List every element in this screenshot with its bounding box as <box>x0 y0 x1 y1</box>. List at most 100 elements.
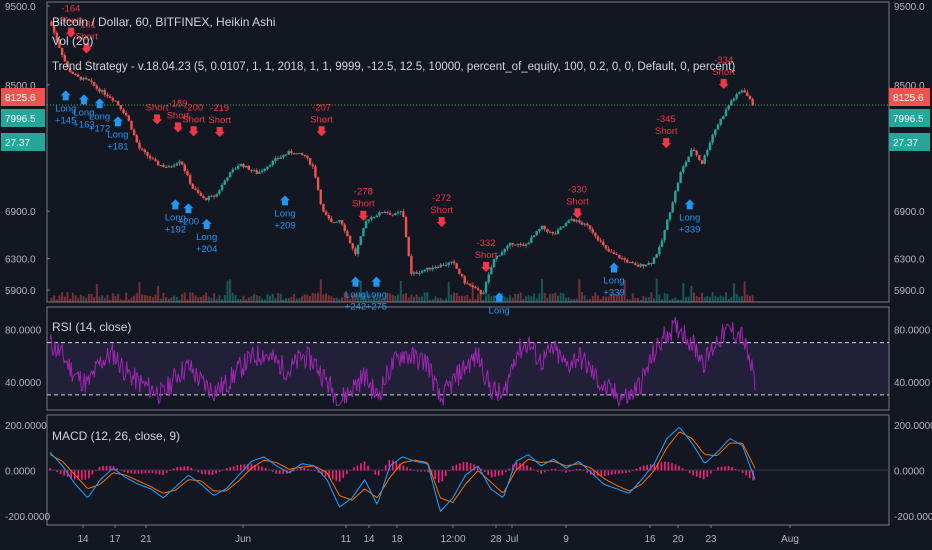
candle-body <box>324 211 328 215</box>
volume-bar <box>551 293 554 302</box>
candle-body <box>455 263 458 269</box>
price-tick-left: 5900.0 <box>5 286 36 297</box>
candle-body <box>474 286 477 289</box>
candle-body <box>410 256 413 274</box>
macd-label: MACD (12, 26, close, 9) <box>52 429 180 443</box>
macd-histogram-bar <box>745 470 747 476</box>
candle-body <box>466 283 469 285</box>
candle-body <box>572 219 576 222</box>
macd-histogram-bar <box>243 464 246 471</box>
candle-body <box>551 231 554 234</box>
candle-body <box>316 177 320 190</box>
volume-bar <box>346 292 349 302</box>
price-pane[interactable]: -164Short-181ShortLong+145Long+163Long+1… <box>46 1 890 316</box>
candle-body <box>532 235 536 238</box>
candle-body <box>530 237 533 243</box>
macd-tick-left: 0.0000 <box>5 467 36 478</box>
volume-bar <box>666 293 669 302</box>
candle-body <box>375 215 378 218</box>
macd-histogram-bar <box>416 470 419 472</box>
macd-histogram-bar <box>444 470 447 477</box>
time-axis[interactable]: 14 17 21 Jun 11 14 18 12:00 28 Jul 9 16 20 23 Aug <box>77 525 799 545</box>
macd-pane[interactable]: MACD (12, 26, close, 9) <box>46 414 890 526</box>
volume-bar <box>589 298 592 302</box>
long-arrow-icon <box>350 276 361 287</box>
candle-body <box>412 272 416 274</box>
chart-title: Bitcoin / Dollar, 60, BITFINEX, Heikin A… <box>52 15 275 29</box>
rsi-tick-left: 40.0000 <box>5 378 42 389</box>
macd-tick-right: 0.0000 <box>894 467 925 478</box>
macd-histogram-bar <box>187 465 189 471</box>
candle-body <box>292 153 296 155</box>
volume-bar <box>407 297 410 302</box>
candle-body <box>378 212 381 216</box>
volume-bar <box>519 292 522 302</box>
candle-body <box>276 158 280 160</box>
volume-bar <box>250 296 253 302</box>
rsi-pane[interactable]: RSI (14, close) <box>46 306 890 411</box>
volume-bar <box>237 298 240 302</box>
candle-body <box>274 158 277 161</box>
right-price-axis[interactable]: 9500.0 8500.0 6900.0 6300.0 5900.0 80.0000 40.… <box>894 2 932 523</box>
volume-bar <box>287 298 290 302</box>
volume-bar <box>714 296 717 302</box>
macd-histogram-bar <box>512 464 514 471</box>
volume-bar <box>274 298 277 302</box>
macd-histogram-bar <box>130 470 133 474</box>
candle-body <box>154 159 157 162</box>
volume-bar <box>690 285 693 302</box>
volume-bar <box>141 294 144 302</box>
volume-bar <box>567 297 570 302</box>
long-signal-label: +209 <box>274 220 295 231</box>
candle-body <box>130 120 133 130</box>
macd-histogram-bar <box>441 470 444 482</box>
macd-histogram-bar <box>699 470 702 479</box>
volume-bar <box>199 296 202 302</box>
short-arrow-icon <box>316 126 327 137</box>
volume-bar <box>711 292 714 302</box>
candle-body <box>247 165 250 170</box>
short-signal-label: Short <box>75 31 98 42</box>
volume-bar <box>125 292 128 302</box>
macd-histogram-bar <box>264 467 267 471</box>
volume-bar <box>511 298 514 302</box>
price-badge-left-value: 7996.5 <box>5 114 36 125</box>
volume-bar <box>423 292 426 302</box>
volume-bar <box>517 294 520 302</box>
macd-histogram-bar <box>611 470 613 475</box>
macd-histogram-bar <box>254 464 256 471</box>
volume-bar <box>269 295 272 302</box>
volume-bar <box>103 297 106 302</box>
macd-histogram-bar <box>232 466 235 471</box>
long-arrow-icon <box>170 199 181 210</box>
macd-histogram-bar <box>70 470 73 479</box>
macd-histogram-bar <box>370 470 373 471</box>
volume-bar <box>506 297 509 302</box>
volume-bar <box>386 293 389 302</box>
left-price-axis[interactable]: 9500.0 8500.0 6900.0 6300.0 5900.0 80.0000 40.… <box>5 2 50 523</box>
candle-body <box>194 188 197 190</box>
macd-histogram-bar <box>515 461 518 471</box>
macd-tick-right: -200.0000 <box>894 512 932 523</box>
macd-plot <box>49 426 756 513</box>
short-arrow-icon <box>152 114 163 125</box>
candle-body <box>703 155 706 164</box>
volume-bar <box>642 295 645 302</box>
macd-histogram-bar <box>720 466 723 471</box>
volume-bar <box>285 298 288 302</box>
macd-histogram-bar <box>381 470 383 471</box>
macd-histogram-bar <box>561 470 564 472</box>
price-tick-left: 6900.0 <box>5 207 36 218</box>
candle-body <box>100 90 104 92</box>
candle-body <box>180 161 184 165</box>
volume-bar <box>583 295 586 302</box>
volume-bar <box>439 298 442 302</box>
volume-bar <box>647 297 650 302</box>
macd-histogram-bar <box>568 470 571 472</box>
macd-histogram-bar <box>657 463 659 471</box>
macd-histogram-bar <box>706 470 709 477</box>
candle-body <box>556 229 560 234</box>
candle-body <box>740 90 744 93</box>
candle-body <box>295 153 298 155</box>
